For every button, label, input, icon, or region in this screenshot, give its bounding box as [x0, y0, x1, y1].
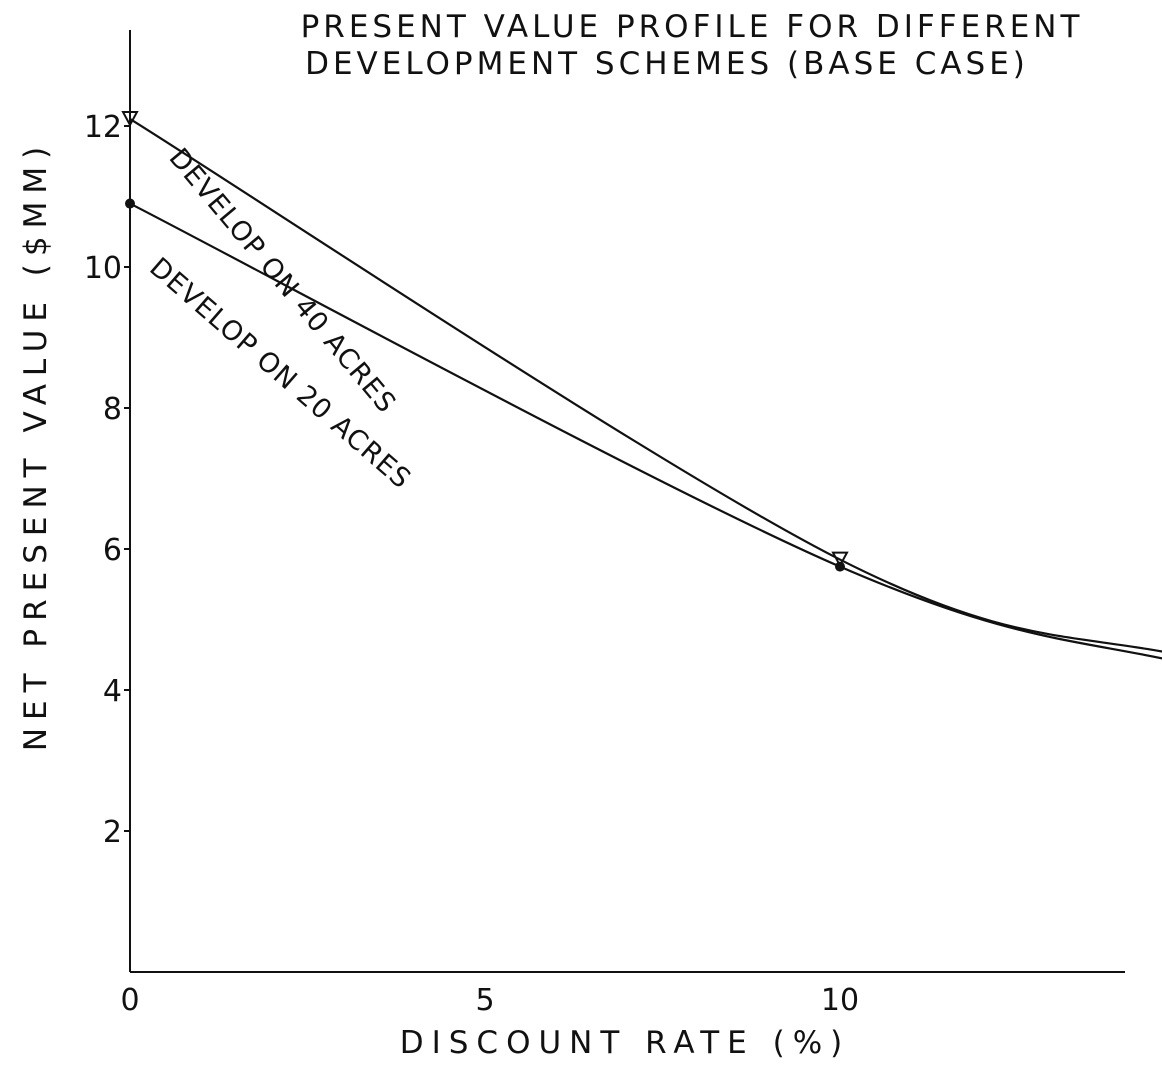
- series-1: [121, 110, 1162, 653]
- y-tick-label: 6: [103, 533, 122, 568]
- y-ticks: 2 4 6 8 10 12: [84, 110, 130, 850]
- chart-title-line-2: DEVELOPMENT SCHEMES (BASE CASE): [305, 46, 1029, 82]
- data-point-circle: [125, 198, 135, 209]
- x-tick-label: 0: [120, 983, 139, 1018]
- data-point-triangle: [831, 551, 849, 568]
- series-labels: DEVELOP ON 40 ACRES DEVELOP ON 20 ACRES: [143, 143, 416, 496]
- x-tick-label: 10: [821, 983, 859, 1018]
- data-point-circle: [835, 561, 845, 572]
- data-point-triangle: [121, 110, 139, 128]
- y-axis-label: NET PRESENT VALUE ($MM): [18, 139, 54, 751]
- x-axis-label: DISCOUNT RATE (%): [400, 1025, 851, 1061]
- series-2: [125, 198, 1162, 660]
- y-tick-label: 10: [84, 251, 122, 286]
- x-tick-label: 5: [475, 983, 494, 1018]
- y-tick-label: 12: [84, 110, 122, 145]
- y-tick-label: 4: [103, 674, 122, 709]
- series-line: [129, 118, 1162, 653]
- series-line: [129, 202, 1162, 660]
- series-layer: [121, 110, 1162, 660]
- x-ticks: 0510152025: [120, 983, 859, 1018]
- chart-title: PRESENT VALUE PROFILE FOR DIFFERENT DEVE…: [301, 9, 1084, 82]
- y-tick-label: 2: [103, 815, 122, 850]
- axes: [129, 30, 1125, 973]
- chart-title-line-1: PRESENT VALUE PROFILE FOR DIFFERENT: [301, 9, 1084, 45]
- y-tick-label: 8: [103, 392, 122, 427]
